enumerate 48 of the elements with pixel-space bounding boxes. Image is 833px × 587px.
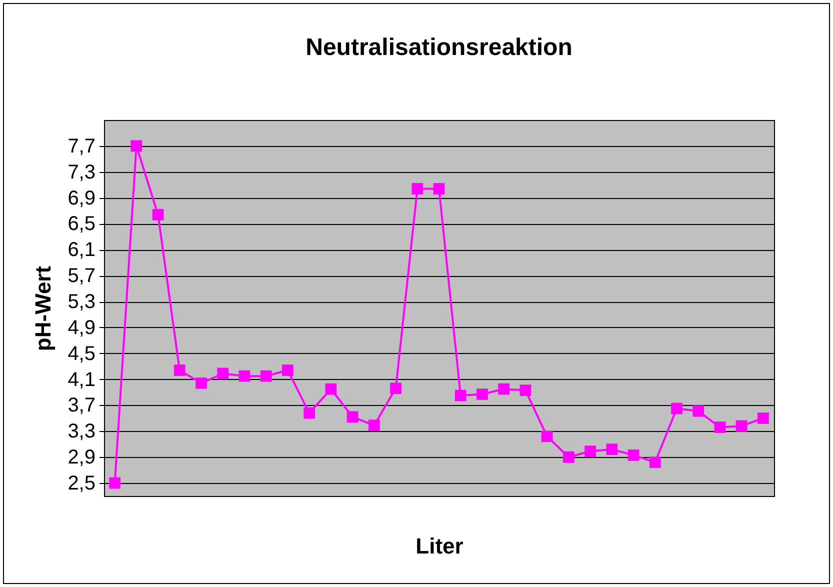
point [476, 388, 488, 400]
point [498, 383, 510, 395]
point [390, 382, 402, 394]
point [282, 364, 294, 376]
y-tick-label: 4,5 [68, 342, 96, 365]
point [628, 449, 640, 461]
point [260, 370, 272, 382]
point [217, 368, 229, 380]
y-tick-label: 4,1 [68, 368, 96, 391]
point [671, 402, 682, 414]
point [562, 451, 574, 463]
y-tick-label: 3,3 [68, 420, 96, 443]
y-tick-label: 6,1 [68, 239, 96, 262]
point [304, 407, 316, 419]
y-axis-title: pH-Wert [30, 265, 56, 352]
point [346, 411, 358, 423]
y-tick-label: 2,5 [68, 472, 96, 495]
point [152, 208, 164, 220]
point [238, 370, 250, 382]
y-tick-label: 6,9 [68, 187, 96, 210]
point [174, 364, 186, 376]
chart-title: Neutralisationsreaktion [306, 34, 572, 61]
point [109, 477, 121, 489]
point [606, 444, 618, 456]
point [757, 412, 769, 424]
y-tick-label: 3,7 [68, 394, 96, 417]
point [454, 390, 466, 402]
point [130, 140, 142, 152]
point [433, 183, 445, 194]
point [412, 183, 424, 194]
point [714, 422, 726, 433]
point [736, 420, 748, 432]
y-tick-label: 6,5 [68, 213, 96, 236]
x-axis-title: Liter [416, 534, 464, 558]
point [692, 405, 704, 417]
point [196, 378, 207, 389]
point [541, 430, 553, 442]
y-tick-label: 7,7 [68, 135, 96, 158]
point [520, 384, 532, 396]
y-tick-label: 7,3 [68, 161, 96, 184]
point [584, 446, 596, 457]
point [325, 383, 337, 395]
y-tick-label: 4,9 [68, 316, 96, 339]
y-tick-label: 5,7 [68, 265, 96, 288]
y-tick-label: 2,9 [68, 446, 96, 469]
point [368, 420, 380, 432]
point [649, 456, 661, 468]
y-tick-label: 5,3 [68, 291, 96, 314]
